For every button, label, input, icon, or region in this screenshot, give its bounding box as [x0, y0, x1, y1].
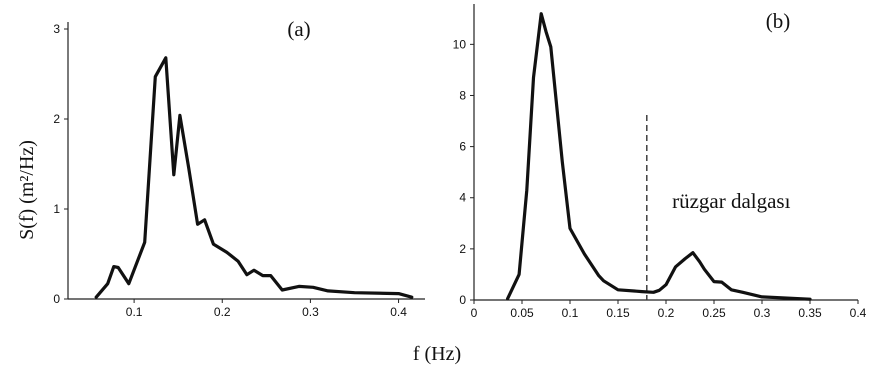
- y-tick-label: 4: [459, 191, 466, 205]
- swell-annotation: swell: [532, 0, 576, 3]
- panel-a-y-ticks: 0 1 2 3: [53, 22, 68, 306]
- panel-a-x-ticks: 0.1 0.2 0.3 0.4: [126, 299, 407, 319]
- x-tick-label: 0.4: [390, 305, 407, 319]
- x-axis-label: f (Hz): [413, 343, 461, 365]
- panel-b-y-ticks: 0 2 4 6 8 10: [453, 37, 474, 307]
- panel-b: (b) 0 2 4 6 8 10 0 0.05 0.1 0.15 0.2 0.25 0.3 0.35 0.…: [453, 0, 867, 320]
- x-tick-label: 0.2: [214, 305, 231, 319]
- wind-sea-annotation: rüzgar dalgası: [672, 189, 791, 213]
- x-tick-label: 0.05: [510, 306, 534, 320]
- y-tick-label: 0: [53, 292, 60, 306]
- x-tick-label: 0.2: [658, 306, 675, 320]
- panel-b-label: (b): [766, 9, 791, 33]
- y-tick-label: 2: [459, 242, 466, 256]
- y-axis-label: S(f) (m²/Hz): [16, 140, 38, 240]
- x-tick-label: 0.25: [702, 306, 726, 320]
- x-tick-label: 0.3: [754, 306, 771, 320]
- x-tick-label: 0: [471, 306, 478, 320]
- x-tick-label: 0.3: [302, 305, 319, 319]
- y-tick-label: 3: [53, 22, 60, 36]
- x-tick-label: 0.1: [562, 306, 579, 320]
- panel-b-spectrum-line: [506, 12, 812, 301]
- x-tick-label: 0.4: [850, 306, 867, 320]
- panel-a: (a) 0 1 2 3 0.1 0.2 0.3 0.4: [53, 17, 425, 319]
- y-tick-label: 10: [453, 37, 467, 51]
- x-tick-label: 0.35: [798, 306, 822, 320]
- x-tick-label: 0.15: [606, 306, 630, 320]
- panel-b-x-ticks: 0 0.05 0.1 0.15 0.2 0.25 0.3 0.35 0.4: [471, 300, 867, 320]
- panel-a-label: (a): [287, 17, 310, 41]
- y-tick-label: 6: [459, 140, 466, 154]
- y-tick-label: 0: [459, 293, 466, 307]
- y-tick-label: 8: [459, 88, 466, 102]
- y-tick-label: 1: [53, 202, 60, 216]
- x-tick-label: 0.1: [126, 305, 143, 319]
- y-tick-label: 2: [53, 112, 60, 126]
- panel-a-spectrum-line: [94, 56, 414, 299]
